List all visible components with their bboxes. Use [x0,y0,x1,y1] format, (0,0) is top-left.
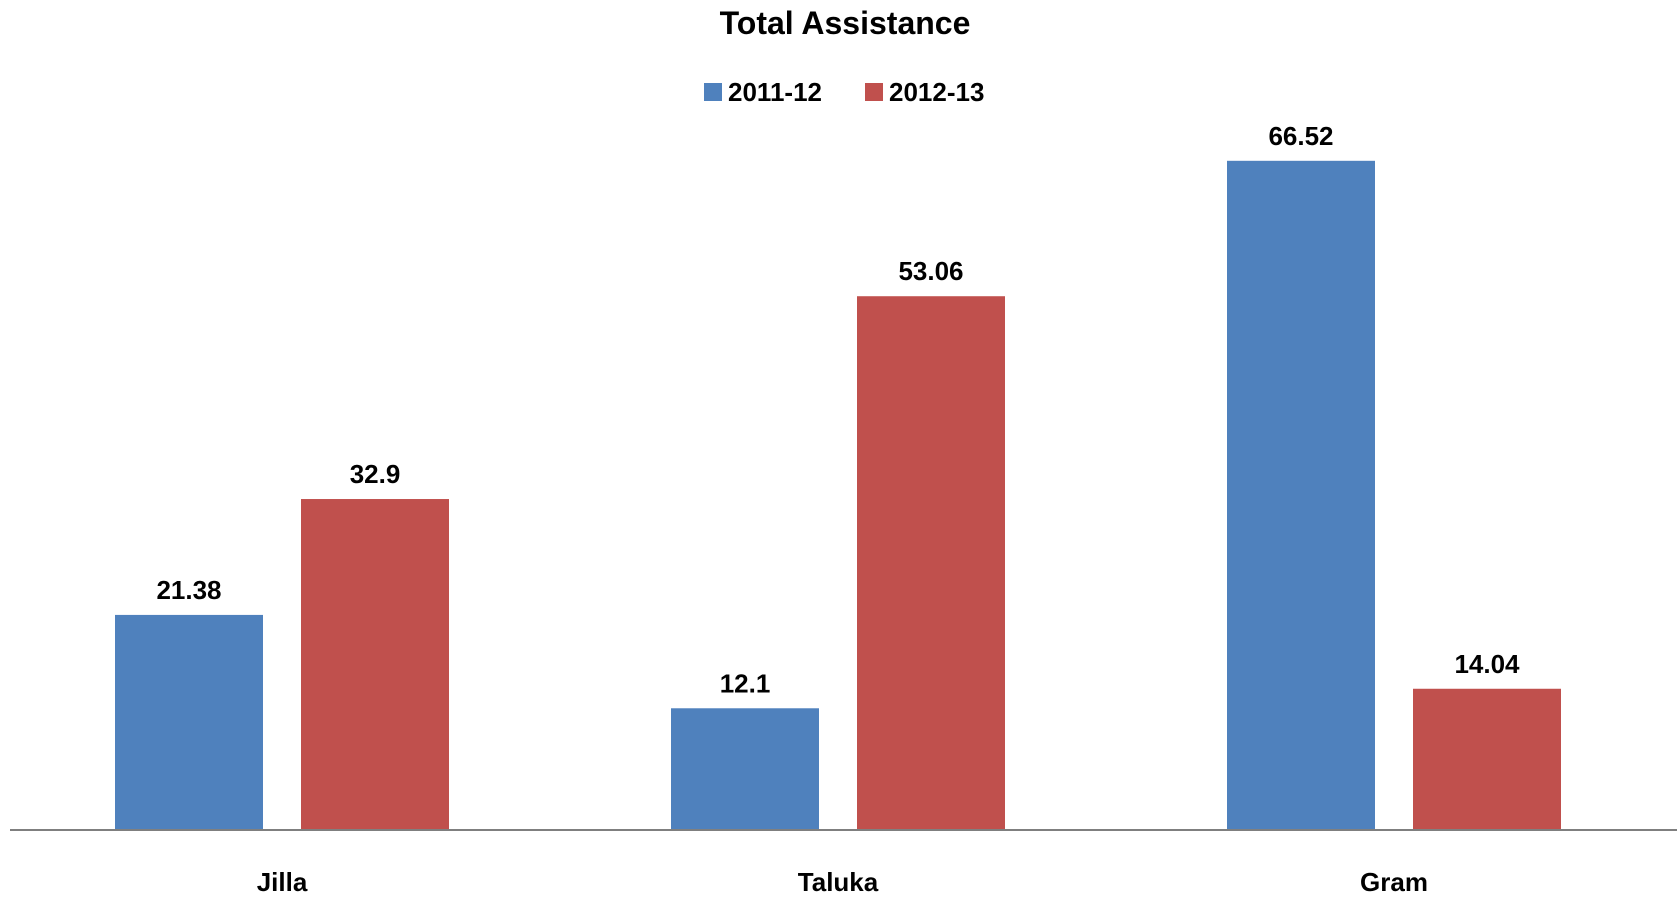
bar-taluka-2012-13 [857,296,1005,830]
legend-swatch-2011-12 [704,83,722,101]
bar-jilla-2011-12 [115,614,263,830]
bars-group [115,160,1561,830]
chart-title: Total Assistance [720,5,971,41]
data-label-taluka-2012-13: 53.06 [898,256,963,286]
data-label-gram-2011-12: 66.52 [1268,121,1333,151]
bar-jilla-2012-13 [301,499,449,830]
legend: 2011-12 2012-13 [704,77,984,107]
x-tick-label-gram: Gram [1360,867,1428,897]
data-label-taluka-2011-12: 12.1 [720,668,771,698]
bar-gram-2012-13 [1413,688,1561,830]
x-tick-labels: Jilla Taluka Gram [257,867,1428,897]
legend-label-2012-13: 2012-13 [889,77,984,107]
data-labels-group: 21.38 32.9 12.1 53.06 66.52 14.04 [156,121,1520,698]
legend-item-2011-12: 2011-12 [704,77,822,107]
x-tick-label-jilla: Jilla [257,867,308,897]
x-tick-label-taluka: Taluka [798,867,879,897]
legend-swatch-2012-13 [865,83,883,101]
data-label-jilla-2011-12: 21.38 [156,575,221,605]
data-label-jilla-2012-13: 32.9 [350,459,401,489]
legend-item-2012-13: 2012-13 [865,77,984,107]
bar-taluka-2011-12 [671,708,819,830]
legend-label-2011-12: 2011-12 [728,77,822,107]
bar-gram-2011-12 [1227,160,1375,830]
data-label-gram-2012-13: 14.04 [1454,649,1520,679]
